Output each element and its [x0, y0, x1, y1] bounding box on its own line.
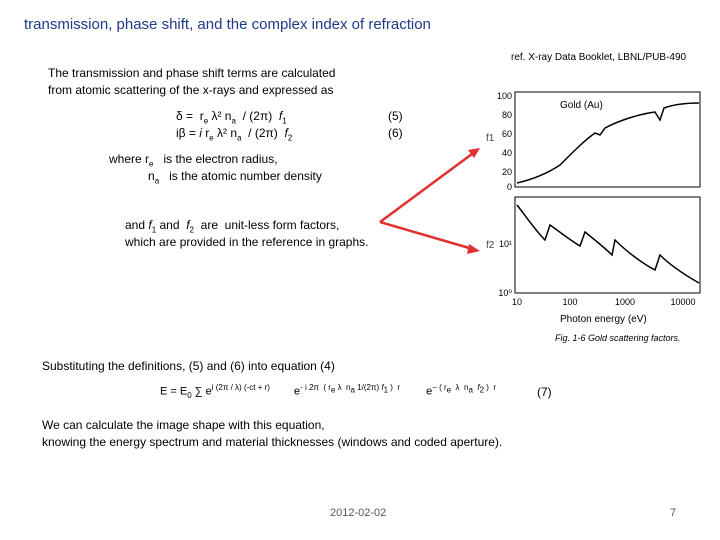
text: and [156, 218, 187, 232]
text: is the atomic number density [159, 169, 322, 183]
eq-text: f [278, 109, 283, 123]
eq-text: δ = r [176, 109, 204, 123]
eq-sub: e [209, 133, 214, 143]
eq-text: λ² n [213, 126, 238, 140]
f1-tick: 40 [502, 148, 512, 158]
eq-sub: e [330, 385, 336, 395]
eq-sub: 1 [383, 385, 389, 395]
equation-number: (7) [537, 385, 552, 399]
slide-title: transmission, phase shift, and the compl… [24, 16, 431, 33]
f1-curve [516, 102, 700, 184]
where-line: where re is the electron radius, [109, 153, 278, 168]
sub: 2 [189, 225, 194, 235]
eq-sub: e [203, 116, 209, 126]
text: is the electron radius, [153, 152, 278, 166]
text: and [125, 218, 149, 232]
eq-sub: 0 [187, 390, 192, 400]
x-tick: 10000 [670, 297, 695, 307]
arrowhead-f1 [468, 148, 480, 158]
equation: iβ = i re λ² na / (2π) f2 [176, 127, 292, 142]
eq-text: ∑ e [191, 385, 212, 398]
eq-text: iβ = [176, 126, 200, 140]
eq-sub: 2 [479, 385, 485, 395]
text: f [186, 218, 190, 232]
f1-tick: 0 [507, 182, 512, 192]
f1-tick: 60 [502, 129, 512, 139]
f1-plot-frame [514, 91, 701, 188]
eq-sub: 1 [282, 116, 287, 126]
f1-label: f1 [486, 133, 495, 144]
f1-tick: 80 [502, 110, 512, 120]
eq-sup: f [472, 383, 480, 392]
substituting: Substituting the definitions, (5) and (6… [42, 359, 335, 373]
sub: a [154, 176, 160, 186]
f2-curve [516, 204, 700, 284]
form-factor-line: which are provided in the reference in g… [125, 235, 369, 249]
equation-number: (5) [388, 109, 403, 123]
sub: 1 [151, 225, 157, 235]
f2-label: f2 [486, 240, 495, 251]
text: are unit-less form factors, [193, 218, 340, 232]
figure-title: Gold (Au) [560, 100, 603, 111]
intro-line: The transmission and phase shift terms a… [48, 66, 336, 80]
intro-line: from atomic scattering of the x-rays and… [48, 83, 334, 97]
x-tick: 10 [512, 297, 522, 307]
f1-tick: 20 [502, 167, 512, 177]
conclusion-line: knowing the energy spectrum and material… [42, 435, 503, 449]
f2-tick: 10¹ [499, 239, 512, 249]
x-tick: 100 [562, 297, 577, 307]
eq-text: / (2π) [241, 126, 285, 140]
x-tick: 1000 [615, 297, 635, 307]
where-line: na is the atomic number density [148, 170, 322, 185]
eq-sub: a [237, 133, 242, 143]
equation-number: (6) [388, 126, 403, 140]
x-axis-label: Photon energy (eV) [560, 314, 647, 325]
arrowhead-f2 [467, 244, 480, 254]
figure-caption: Fig. 1-6 Gold scattering factors. [555, 333, 681, 343]
f1-tick: 100 [497, 91, 512, 101]
arrow-to-f1 [379, 149, 477, 224]
reference: ref. X-ray Data Booklet, LBNL/PUB-490 [511, 52, 687, 63]
eq-sub: e [446, 385, 452, 395]
eq-text: / (2π) [235, 109, 279, 123]
equation7: E = E0 ∑ ei (2π / λ) (-ct + r) e- i 2π ( … [160, 384, 496, 400]
eq-sup: f [381, 383, 384, 392]
text: n [148, 169, 155, 183]
text: where r [109, 152, 150, 166]
eq-sub: a [231, 116, 236, 126]
text: f [148, 218, 152, 232]
page-number: 7 [670, 507, 677, 519]
f2-tick: 10⁰ [498, 288, 512, 298]
eq-sup: ) r [484, 383, 497, 392]
eq-text: i [199, 126, 202, 140]
eq-sup: λ n [335, 383, 351, 392]
eq-sub: a [350, 385, 355, 395]
form-factor-line: and f1 and f2 are unit-less form factors… [125, 219, 339, 234]
eq-sub: 2 [287, 133, 293, 143]
eq-sup: i (2π / λ) (-ct + r) [211, 383, 270, 392]
arrow-to-f2 [379, 220, 477, 252]
eq-text: f [284, 126, 288, 140]
eq-text: r [201, 126, 210, 140]
conclusion-line: We can calculate the image shape with th… [42, 418, 325, 432]
eq-text: λ² n [208, 109, 232, 123]
eq-sup: − ( r [432, 383, 447, 392]
eq-sup: ) r [388, 383, 401, 392]
eq-text: e [426, 385, 433, 398]
eq-text: E = E [160, 385, 188, 398]
f2-plot-frame [514, 196, 701, 294]
equation: δ = re λ² na / (2π) f1 [176, 110, 287, 125]
sub: e [149, 159, 154, 169]
eq-text: e [293, 385, 301, 398]
footer-date: 2012-02-02 [330, 507, 387, 519]
eq-sup: - i 2π ( r [300, 383, 331, 392]
eq-sub: a [468, 385, 473, 395]
eq-sup: λ n [451, 383, 469, 392]
eq-sup: 1/(2π) [354, 383, 382, 392]
